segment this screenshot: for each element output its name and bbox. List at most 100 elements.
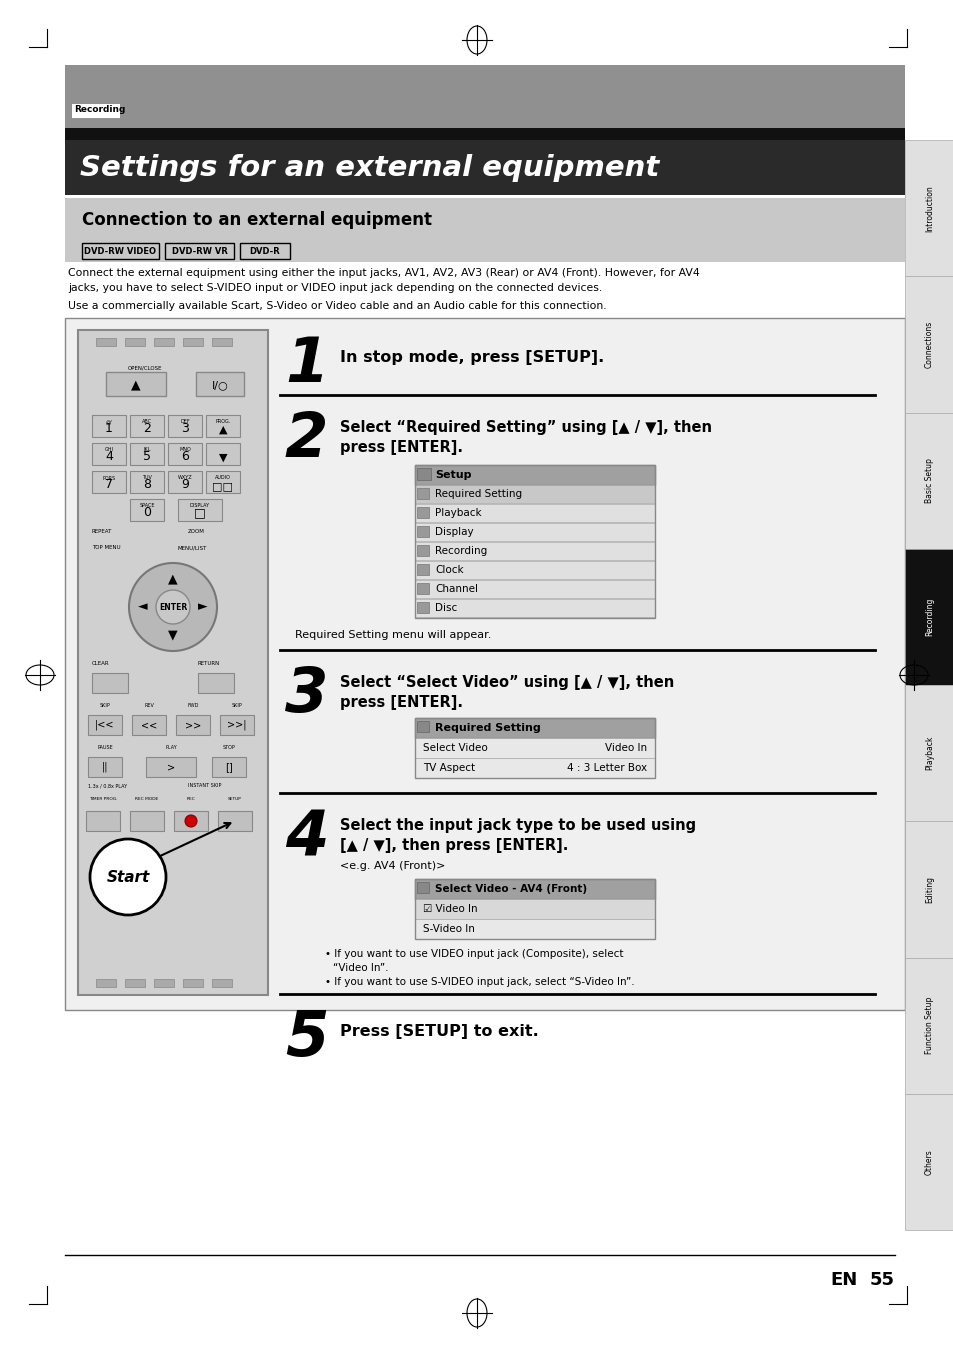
Circle shape — [156, 590, 190, 624]
Bar — [183, 979, 203, 988]
Text: EN: EN — [829, 1271, 857, 1289]
Text: Recording: Recording — [74, 105, 125, 113]
Text: Channel: Channel — [435, 584, 477, 594]
Bar — [65, 141, 904, 195]
Text: “Video In”.: “Video In”. — [333, 963, 388, 973]
Text: >: > — [167, 762, 175, 771]
Text: 4: 4 — [285, 808, 328, 867]
Text: Select “Select Video” using [▲ / ▼], then: Select “Select Video” using [▲ / ▼], the… — [339, 676, 674, 690]
Bar — [904, 821, 953, 958]
Bar — [165, 243, 233, 259]
Text: ||: || — [102, 762, 108, 773]
Bar — [183, 338, 203, 346]
Text: GHI: GHI — [105, 447, 113, 453]
Bar — [218, 811, 252, 831]
Text: >>: >> — [185, 720, 201, 730]
Text: Connections: Connections — [924, 320, 933, 367]
Bar — [904, 141, 953, 276]
Text: ▲: ▲ — [218, 426, 227, 435]
Text: Select Video: Select Video — [422, 743, 487, 753]
Text: AUDIO: AUDIO — [214, 476, 231, 480]
Bar — [415, 485, 655, 503]
Text: ☑ Video In: ☑ Video In — [422, 904, 477, 915]
Bar — [168, 415, 202, 436]
Bar — [206, 443, 240, 465]
Bar — [904, 1094, 953, 1229]
Text: Function Setup: Function Setup — [924, 997, 933, 1054]
Text: S-Video In: S-Video In — [422, 924, 475, 934]
Bar — [91, 471, 126, 493]
Text: Playback: Playback — [924, 736, 933, 770]
Text: TOP MENU: TOP MENU — [91, 544, 120, 550]
Text: MNO: MNO — [179, 447, 191, 453]
Text: JKL: JKL — [143, 447, 151, 453]
Bar — [220, 715, 253, 735]
Text: Others: Others — [924, 1148, 933, 1175]
Text: REV: REV — [144, 703, 153, 708]
Text: 3: 3 — [181, 422, 189, 435]
Bar — [130, 415, 164, 436]
Text: Video In: Video In — [604, 743, 646, 753]
Bar — [904, 276, 953, 412]
Text: Editing: Editing — [924, 875, 933, 902]
Text: 0: 0 — [143, 507, 151, 519]
Text: @/: @/ — [106, 419, 112, 424]
Bar — [415, 880, 655, 898]
Text: ▼: ▼ — [218, 453, 227, 463]
Text: ▼: ▼ — [168, 628, 177, 642]
Text: <<: << — [141, 720, 157, 730]
Bar — [88, 715, 122, 735]
Text: REC: REC — [187, 797, 195, 801]
Bar — [178, 499, 222, 521]
Bar — [415, 717, 655, 778]
Text: ZOOM: ZOOM — [188, 530, 205, 534]
Text: Required Setting menu will appear.: Required Setting menu will appear. — [294, 630, 491, 640]
Bar — [130, 811, 164, 831]
Bar — [415, 580, 655, 598]
Text: □: □ — [193, 507, 206, 519]
Bar — [168, 471, 202, 493]
Text: 3: 3 — [285, 665, 328, 725]
Bar — [415, 465, 655, 617]
Text: 55: 55 — [869, 1271, 894, 1289]
Text: 4: 4 — [105, 450, 112, 463]
Bar — [198, 673, 233, 693]
Text: 5: 5 — [285, 1009, 328, 1069]
Text: Connect the external equipment using either the input jacks, AV1, AV2, AV3 (Rear: Connect the external equipment using eit… — [68, 267, 699, 278]
Text: 1: 1 — [105, 422, 112, 435]
Bar — [65, 65, 904, 128]
Bar — [91, 673, 128, 693]
Bar — [240, 243, 290, 259]
Text: RETURN: RETURN — [198, 661, 220, 666]
Bar — [415, 523, 655, 540]
Text: □□: □□ — [213, 481, 233, 490]
Text: STOP: STOP — [222, 744, 235, 750]
Bar — [415, 738, 655, 758]
Bar — [86, 811, 120, 831]
Bar — [416, 563, 429, 576]
Text: Use a commercially available Scart, S-Video or Video cable and an Audio cable fo: Use a commercially available Scart, S-Vi… — [68, 301, 606, 311]
Bar — [65, 128, 904, 141]
Bar — [415, 919, 655, 939]
Text: Press [SETUP] to exit.: Press [SETUP] to exit. — [339, 1024, 538, 1039]
Text: Introduction: Introduction — [924, 185, 933, 231]
Bar — [132, 715, 166, 735]
Bar — [904, 549, 953, 685]
Text: ►: ► — [198, 600, 208, 613]
Text: jacks, you have to select S-VIDEO input or VIDEO input jack depending on the con: jacks, you have to select S-VIDEO input … — [68, 282, 601, 293]
Text: ▲: ▲ — [168, 573, 177, 585]
Text: 6: 6 — [181, 450, 189, 463]
Text: []: [] — [225, 762, 233, 771]
Bar — [416, 467, 431, 480]
Bar — [415, 542, 655, 561]
Bar — [415, 561, 655, 580]
Bar — [88, 757, 122, 777]
Text: 5: 5 — [143, 450, 151, 463]
Bar — [125, 338, 145, 346]
Bar — [415, 465, 655, 485]
Text: Start: Start — [107, 870, 150, 885]
Bar — [416, 603, 429, 613]
Text: ABC: ABC — [142, 419, 152, 424]
Bar — [78, 330, 268, 994]
Text: MENU/LIST: MENU/LIST — [178, 544, 207, 550]
